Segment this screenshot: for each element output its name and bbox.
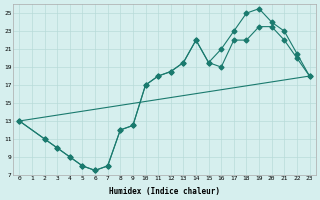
X-axis label: Humidex (Indice chaleur): Humidex (Indice chaleur) xyxy=(109,187,220,196)
